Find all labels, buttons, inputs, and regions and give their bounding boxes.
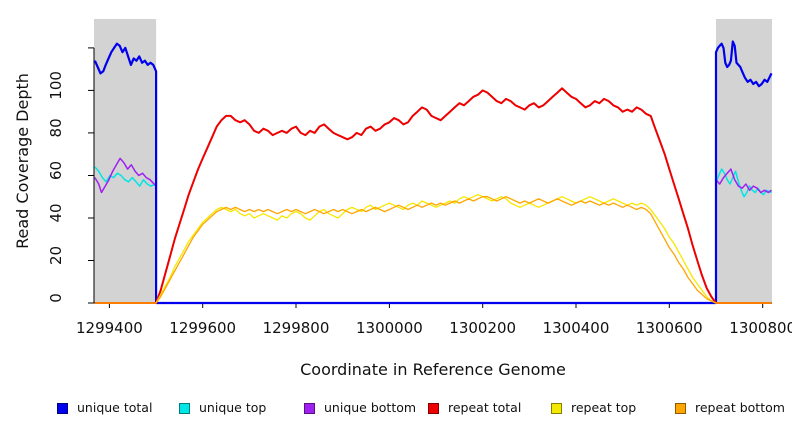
coverage-plot: 1299400 1299600 1299800 1300000 1300200 13004… xyxy=(13,19,792,379)
legend-item-unique-bottom: unique bottom xyxy=(304,399,416,417)
series-line-unique-top xyxy=(94,166,772,304)
legend-item-repeat-total: repeat total xyxy=(428,399,521,417)
x-tick-label: 1299400 xyxy=(76,319,143,337)
y-tick-label: 0 xyxy=(47,293,65,303)
legend-swatch-repeat-total xyxy=(428,402,439,414)
legend-item-unique-total: unique total xyxy=(57,399,152,417)
y-tick-label: 100 xyxy=(47,71,65,100)
legend-swatch-unique-total xyxy=(57,402,68,414)
y-tick-label: 80 xyxy=(47,118,65,137)
legend-label: unique bottom xyxy=(324,400,417,415)
x-tick-label: 1299600 xyxy=(169,319,236,337)
x-tick-label: 1300600 xyxy=(636,319,703,337)
legend-label: unique top xyxy=(199,400,267,415)
y-axis-title: Read Coverage Depth xyxy=(13,73,32,249)
legend: unique total unique top unique bottom re… xyxy=(0,399,792,419)
legend-swatch-unique-bottom xyxy=(304,402,315,414)
legend-label: unique total xyxy=(77,400,153,415)
legend-item-unique-top: unique top xyxy=(179,399,266,417)
legend-label: repeat bottom xyxy=(695,400,785,415)
y-tick-label: 20 xyxy=(47,246,65,265)
x-tick-label: 1300000 xyxy=(356,319,423,337)
x-tick-label: 1300200 xyxy=(449,319,516,337)
series-lines xyxy=(93,40,773,305)
x-tick-label: 1299800 xyxy=(263,319,330,337)
legend-swatch-repeat-top xyxy=(551,402,562,414)
axes: 1299400 1299600 1299800 1300000 1300200 13004… xyxy=(47,47,792,337)
series-line-repeat-bottom xyxy=(94,196,772,304)
masked-region-right xyxy=(716,19,772,303)
series-line-unique-total xyxy=(93,40,773,305)
series-line-repeat-total xyxy=(94,87,772,304)
legend-item-repeat-top: repeat top xyxy=(551,399,636,417)
legend-item-repeat-bottom: repeat bottom xyxy=(675,399,785,417)
legend-swatch-unique-top xyxy=(179,402,190,414)
legend-label: repeat total xyxy=(448,400,522,415)
y-tick-label: 40 xyxy=(47,203,65,222)
x-axis-title: Coordinate in Reference Genome xyxy=(300,360,566,379)
legend-swatch-repeat-bottom xyxy=(675,402,686,414)
x-tick-label: 1300400 xyxy=(543,319,610,337)
x-tick-label: 1300800 xyxy=(729,319,792,337)
legend-label: repeat top xyxy=(571,400,637,415)
y-tick-label: 60 xyxy=(47,161,65,180)
series-line-repeat-top xyxy=(94,193,772,304)
masked-regions xyxy=(94,19,772,303)
